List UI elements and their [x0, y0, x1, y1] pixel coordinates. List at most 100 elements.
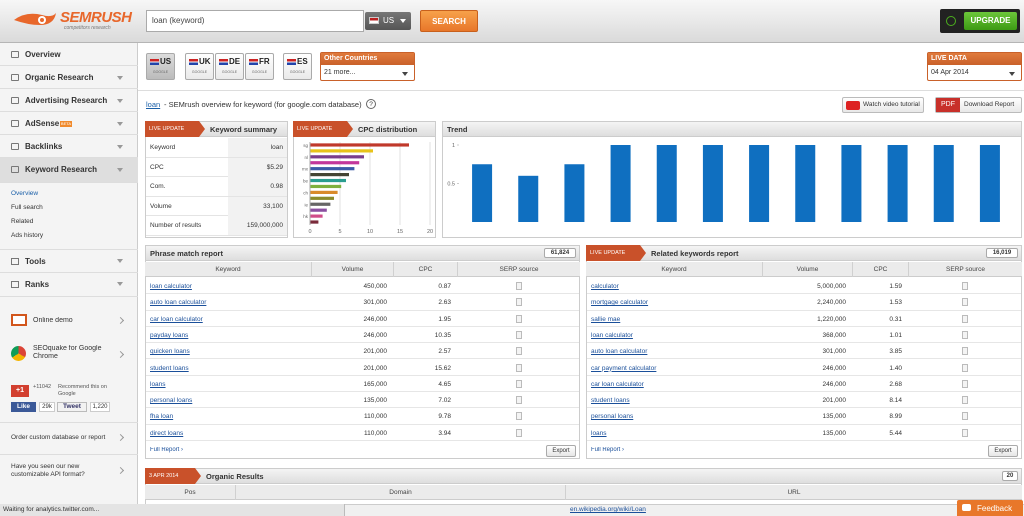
volume: 246,000	[822, 380, 847, 388]
submenu-item[interactable]: Ads history	[11, 232, 44, 239]
other-countries[interactable]: Other Countries 21 more...	[320, 52, 415, 81]
cpc: 3.94	[438, 429, 451, 437]
api-link[interactable]: Have you seen our new customizable API f…	[11, 463, 85, 478]
video-button[interactable]: Watch video tutorial	[842, 97, 924, 113]
keyword-link[interactable]: calculator	[591, 283, 619, 290]
gplus-count: +11042	[33, 384, 52, 390]
serp-icon[interactable]	[515, 396, 522, 405]
badge-arrow	[347, 121, 353, 137]
export-button[interactable]: Export	[546, 445, 576, 457]
online-demo[interactable]: Online demo	[33, 317, 73, 324]
database-button[interactable]: DE GOOGLE	[215, 53, 244, 80]
menu-item[interactable]: Overview	[0, 43, 138, 66]
keyword-link[interactable]: loan calculator	[591, 331, 633, 339]
keyword-link[interactable]: auto loan calculator	[150, 299, 207, 307]
menu-item[interactable]: Organic Research	[0, 66, 138, 89]
keyword-link[interactable]: mortgage calculator	[591, 299, 649, 307]
keyword-link[interactable]: car loan calculator	[591, 380, 644, 388]
summary-label: Volume	[150, 202, 172, 210]
live-data[interactable]: LIVE DATA 04 Apr 2014	[927, 52, 1022, 81]
tweet[interactable]: Tweet	[57, 402, 87, 412]
bar	[310, 214, 323, 218]
menu-item[interactable]: Ranks	[0, 272, 138, 295]
serp-icon[interactable]	[515, 330, 522, 339]
panel-badge: LIVE UPDATE	[586, 245, 640, 261]
panel-count: 16,019	[986, 248, 1018, 258]
keyword-link[interactable]: payday loans	[150, 331, 189, 339]
video-text: Watch video tutorial	[863, 101, 920, 108]
keyword-link[interactable]: car loan calculator	[150, 315, 203, 323]
fb-like[interactable]: Like	[11, 402, 36, 412]
serp-icon[interactable]	[962, 428, 968, 437]
serp-icon[interactable]	[962, 363, 968, 372]
serp-icon[interactable]	[515, 363, 522, 372]
keyword-link[interactable]: sallie mae	[591, 315, 621, 323]
serp-icon[interactable]	[515, 428, 522, 437]
menu-item[interactable]: Tools	[0, 249, 138, 272]
serp-icon[interactable]	[515, 412, 522, 421]
menu-item[interactable]: AdSense	[0, 112, 138, 135]
keyword-link[interactable]: student loans	[591, 397, 630, 405]
serp-icon[interactable]	[515, 347, 522, 356]
bar	[310, 202, 331, 206]
caret	[400, 19, 406, 23]
db-engine: GOOGLE	[191, 70, 208, 74]
keyword-link[interactable]: loan	[146, 100, 161, 109]
seoquake[interactable]: SEOquake for Google Chrome	[33, 345, 102, 361]
serp-icon[interactable]	[962, 298, 968, 307]
serp-icon[interactable]	[962, 347, 968, 356]
panel-badge: LIVE UPDATE	[145, 121, 199, 137]
keyword-link[interactable]: personal loans	[150, 397, 193, 405]
order-link[interactable]: Order custom database or report	[11, 434, 106, 441]
keyword-link[interactable]: personal loans	[591, 413, 634, 421]
download-button[interactable]: PDF Download Report	[935, 97, 1022, 113]
serp-icon[interactable]	[962, 379, 968, 388]
menu-item[interactable]: Backlinks	[0, 135, 138, 158]
submenu-item[interactable]: Related	[11, 218, 34, 225]
menu-item[interactable]: Advertising Research	[0, 89, 138, 112]
chrome-icon	[11, 346, 26, 361]
export-button[interactable]: Export	[988, 445, 1018, 457]
country-select[interactable]: US	[365, 12, 411, 30]
serp-icon[interactable]	[515, 282, 522, 290]
submenu-item[interactable]: Full search	[11, 204, 43, 211]
keyword-link[interactable]: auto loan calculator	[591, 348, 648, 356]
serp-icon[interactable]	[962, 314, 968, 323]
database-button[interactable]: FR GOOGLE	[245, 53, 274, 80]
keyword-link[interactable]: loans	[591, 429, 607, 437]
keyword-link[interactable]: car payment calculator	[591, 364, 657, 372]
search-button[interactable]: SEARCH	[420, 10, 478, 32]
keyword-link[interactable]: direct loans	[150, 429, 184, 437]
summary-label: CPC	[150, 163, 164, 171]
database-button[interactable]: ES GOOGLE	[283, 53, 312, 80]
serp-icon[interactable]	[515, 314, 522, 323]
search-input[interactable]: loan (keyword)	[146, 10, 364, 32]
keyword-link[interactable]: loans	[150, 380, 166, 388]
database-button[interactable]: US GOOGLE	[146, 53, 175, 80]
serp-icon[interactable]	[515, 379, 522, 388]
database-button[interactable]: UK GOOGLE	[185, 53, 214, 80]
serp-icon[interactable]	[515, 298, 522, 307]
keyword-link[interactable]: fha loan	[150, 413, 174, 421]
keyword-link[interactable]: loan calculator	[150, 283, 192, 290]
help-icon[interactable]: ?	[366, 99, 376, 109]
table-row	[587, 311, 1021, 327]
serp-icon[interactable]	[962, 396, 968, 405]
serp-icon[interactable]	[962, 282, 968, 290]
keyword-link[interactable]: student loans	[150, 364, 189, 372]
serp-icon[interactable]	[962, 412, 968, 421]
live-data-value: 04 Apr 2014	[931, 69, 969, 76]
table-row	[587, 327, 1021, 344]
full-report[interactable]: Full Report ›	[150, 447, 184, 453]
keyword-link[interactable]: quicken loans	[150, 348, 190, 356]
summary-label: Number of results	[150, 222, 202, 230]
submenu-item[interactable]: Overview	[11, 190, 39, 197]
serp-icon[interactable]	[962, 330, 968, 339]
upgrade-box[interactable]: UPGRADE	[940, 9, 1020, 33]
menu-item[interactable]: Keyword Research	[0, 158, 138, 183]
full-report[interactable]: Full Report ›	[591, 447, 625, 453]
gplus-badge[interactable]: +1	[11, 385, 29, 397]
tweet-count: 1,220	[90, 402, 110, 412]
feedback-button[interactable]: Feedback	[957, 500, 1023, 516]
summary-value-bg	[228, 216, 287, 236]
